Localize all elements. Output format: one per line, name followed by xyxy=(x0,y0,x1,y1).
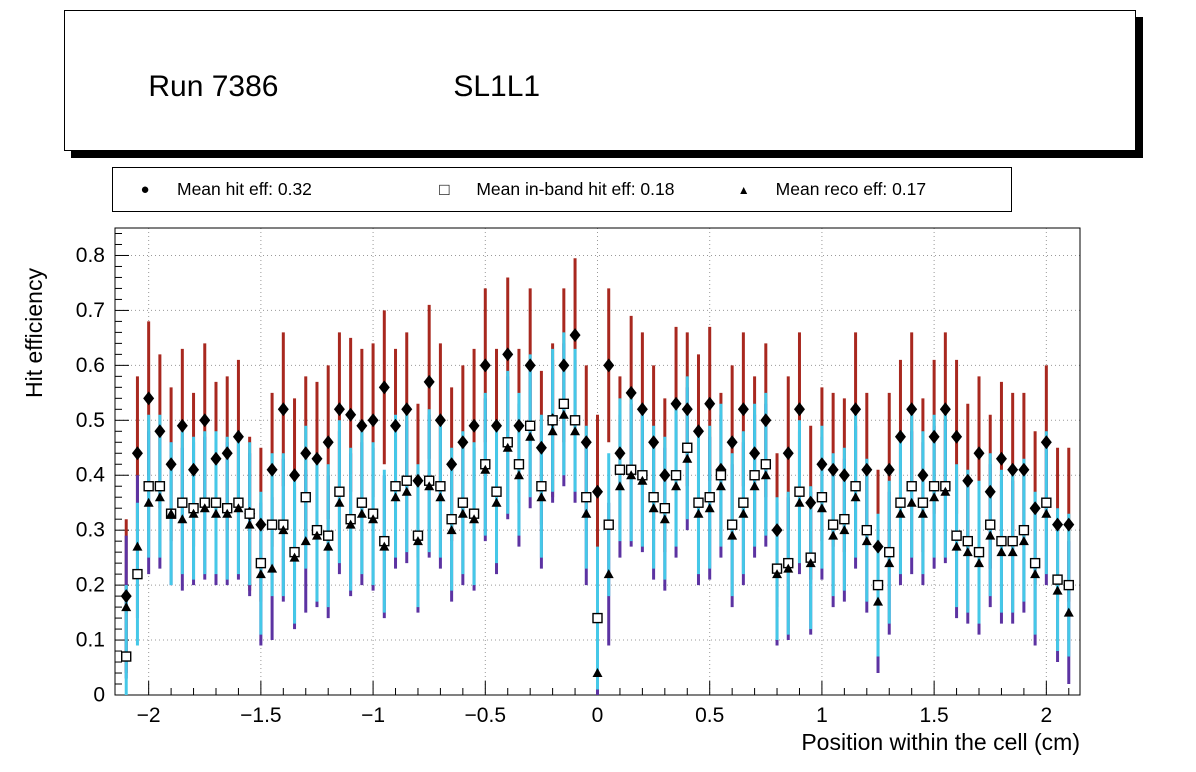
chamber-label: SL1L1 xyxy=(453,70,541,103)
svg-text:0.5: 0.5 xyxy=(695,704,724,727)
svg-text:0.6: 0.6 xyxy=(76,354,105,377)
svg-text:0.1: 0.1 xyxy=(76,629,105,652)
axis-ticks xyxy=(115,232,1070,696)
open-square-icon: □ xyxy=(439,179,450,199)
svg-text:1: 1 xyxy=(816,704,828,727)
svg-text:−1.5: −1.5 xyxy=(240,704,281,727)
svg-text:0.5: 0.5 xyxy=(76,409,105,432)
markers-open-square xyxy=(121,398,1074,662)
legend-label-reco-eff: Mean reco eff: 0.17 xyxy=(775,179,927,199)
legend-item-inband-eff: □ Mean in-band hit eff: 0.18 xyxy=(412,179,711,200)
svg-text:−0.5: −0.5 xyxy=(465,704,506,727)
svg-text:0: 0 xyxy=(93,684,105,707)
svg-text:0: 0 xyxy=(592,704,604,727)
svg-text:−2: −2 xyxy=(137,704,161,727)
markers-filled-diamond xyxy=(120,328,1075,604)
svg-text:0.7: 0.7 xyxy=(76,299,105,322)
markers-filled-triangle xyxy=(121,409,1074,678)
legend-label-hit-eff: Mean hit eff: 0.32 xyxy=(177,179,312,199)
svg-text:0.2: 0.2 xyxy=(76,574,105,597)
svg-text:−1: −1 xyxy=(361,704,385,727)
title-line-1: Run 7386 SL1L1 xyxy=(115,36,1135,138)
x-axis-title: Position within the cell (cm) xyxy=(801,729,1080,755)
svg-text:0.3: 0.3 xyxy=(76,519,105,542)
filled-circle-icon: ● xyxy=(140,181,150,198)
y-axis-title: Hit efficiency xyxy=(21,268,47,398)
svg-text:0.8: 0.8 xyxy=(76,244,105,267)
legend-label-inband-eff: Mean in-band hit eff: 0.18 xyxy=(476,179,675,199)
legend-box: ● Mean hit eff: 0.32 □ Mean in-band hit … xyxy=(112,167,1012,212)
legend-item-reco-eff: ▲ Mean reco eff: 0.17 xyxy=(712,179,1011,200)
svg-text:1.5: 1.5 xyxy=(920,704,949,727)
svg-text:2: 2 xyxy=(1040,704,1052,727)
svg-text:0.4: 0.4 xyxy=(76,464,106,487)
legend-item-hit-eff: ● Mean hit eff: 0.32 xyxy=(113,179,412,200)
axis-titles: Position within the cell (cm) Hit efficie… xyxy=(21,268,1080,755)
x-tick-labels: −2 −1.5 −1 −0.5 0 0.5 1 1.5 2 xyxy=(137,704,1052,727)
run-label: Run 7386 xyxy=(148,70,279,103)
y-tick-labels: 0 0.1 0.2 0.3 0.4 0.5 0.6 0.7 0.8 xyxy=(76,244,106,707)
filled-triangle-icon: ▲ xyxy=(737,182,750,197)
